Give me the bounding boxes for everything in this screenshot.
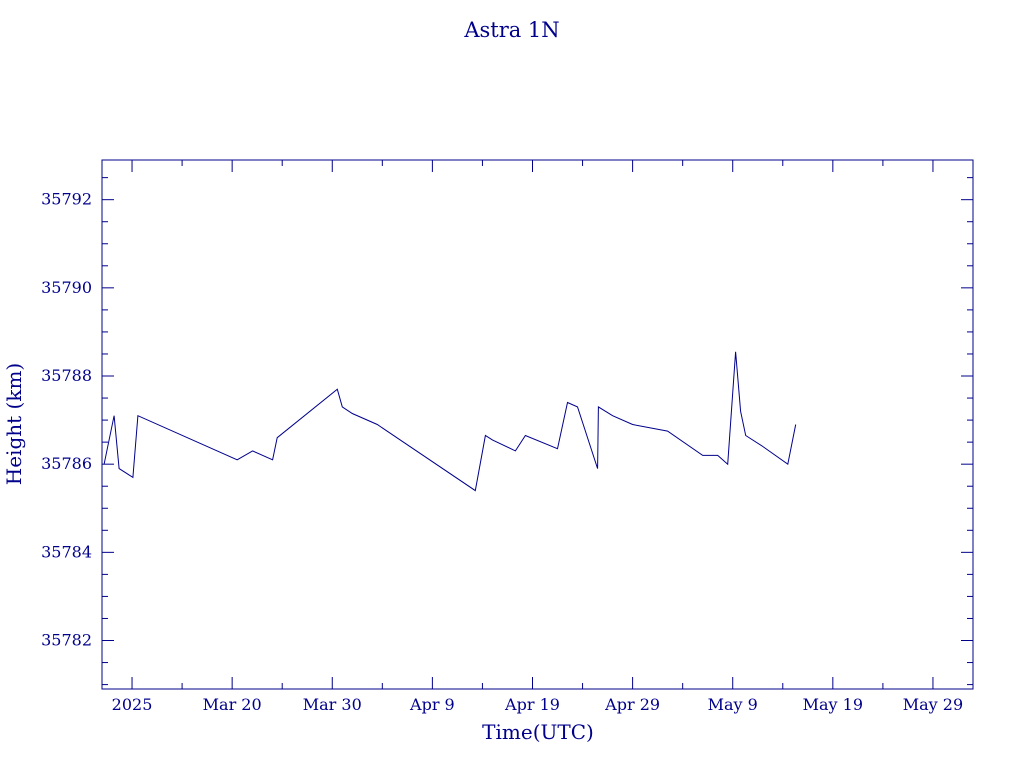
y-tick-label: 35792: [41, 190, 92, 209]
x-tick-label: 2025: [112, 695, 153, 714]
y-axis-title: Height (km): [2, 363, 26, 485]
major-ticks: [102, 160, 973, 689]
y-tick-label: 35786: [41, 454, 92, 473]
y-tick-label: 35784: [41, 542, 92, 561]
x-tick-label: Mar 30: [303, 695, 362, 714]
y-tick-label: 35782: [41, 631, 92, 650]
y-tick-label: 35788: [41, 366, 92, 385]
x-tick-label: Mar 20: [203, 695, 262, 714]
x-tick-label: May 19: [803, 695, 863, 714]
x-tick-labels: 2025 Mar 20 Mar 30 Apr 9 Apr 19 Apr 29 May 9 Ma…: [112, 695, 963, 714]
x-tick-label: May 9: [708, 695, 758, 714]
x-axis-title: Time(UTC): [482, 720, 594, 744]
x-tick-label: Apr 29: [604, 695, 660, 714]
y-tick-label: 35790: [41, 278, 92, 297]
plot-frame: [101, 159, 974, 690]
x-tick-label: Apr 19: [504, 695, 560, 714]
minor-ticks: [102, 160, 973, 689]
series-line-height: [103, 351, 797, 492]
chart-title: Astra 1N: [463, 18, 559, 42]
x-tick-label: Apr 9: [409, 695, 455, 714]
y-tick-labels: 35782 35784 35786 35788 35790 35792: [41, 190, 92, 650]
x-tick-label: May 29: [903, 695, 963, 714]
